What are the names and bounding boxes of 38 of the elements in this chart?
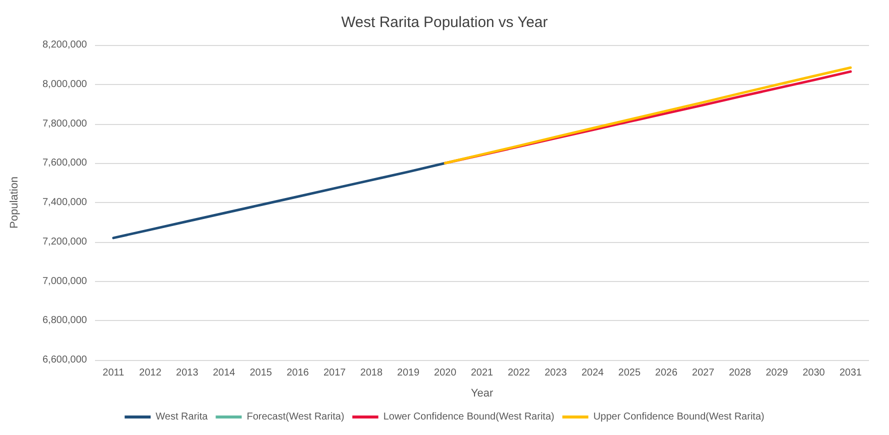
x-tick-label: 2027 — [692, 368, 715, 378]
legend-label: Lower Confidence Bound(West Rarita) — [383, 412, 554, 422]
x-tick-label: 2030 — [802, 368, 826, 378]
x-tick-label: 2012 — [139, 368, 162, 378]
x-tick-label: 2029 — [766, 368, 788, 378]
x-tick-label: 2013 — [176, 368, 199, 378]
line-series — [112, 162, 446, 240]
x-tick-label: 2024 — [581, 368, 604, 378]
x-tick-label: 2016 — [286, 368, 310, 378]
x-tick-label: 2025 — [618, 368, 641, 378]
y-tick-label: 6,600,000 — [42, 354, 88, 366]
x-tick-label: 2019 — [397, 368, 420, 378]
x-axis-title: Year — [470, 388, 494, 400]
y-tick-label: 7,000,000 — [42, 276, 88, 287]
x-tick-label: 2020 — [434, 368, 457, 378]
y-tick-label: 7,200,000 — [42, 236, 88, 248]
y-tick-label: 7,600,000 — [42, 158, 88, 169]
x-tick-label: 2022 — [508, 368, 530, 378]
x-tick-label: 2011 — [102, 368, 125, 378]
legend-label: Upper Confidence Bound(West Rarita) — [593, 412, 764, 422]
y-tick-label: 7,400,000 — [42, 197, 88, 208]
x-tick-label: 2021 — [470, 368, 494, 378]
x-tick-label: 2028 — [728, 368, 752, 378]
x-tick-label: 2018 — [360, 368, 383, 378]
y-tick-label: 8,200,000 — [42, 40, 88, 50]
y-tick-label: 7,800,000 — [42, 118, 88, 130]
x-tick-label: 2014 — [212, 368, 236, 378]
legend-label: Forecast(West Rarita) — [246, 412, 344, 422]
y-tick-label: 8,000,000 — [42, 78, 88, 90]
x-tick-label: 2026 — [655, 368, 678, 378]
x-tick-label: 2023 — [544, 368, 568, 378]
x-tick-label: 2031 — [839, 368, 862, 378]
legend-label: West Rarita — [156, 412, 208, 422]
x-tick-label: 2017 — [323, 368, 346, 378]
y-tick-label: 6,800,000 — [42, 315, 88, 326]
x-tick-label: 2015 — [250, 368, 272, 378]
chart-title: West Rarita Population vs Year — [341, 14, 548, 31]
y-axis-title: Population — [8, 176, 20, 228]
